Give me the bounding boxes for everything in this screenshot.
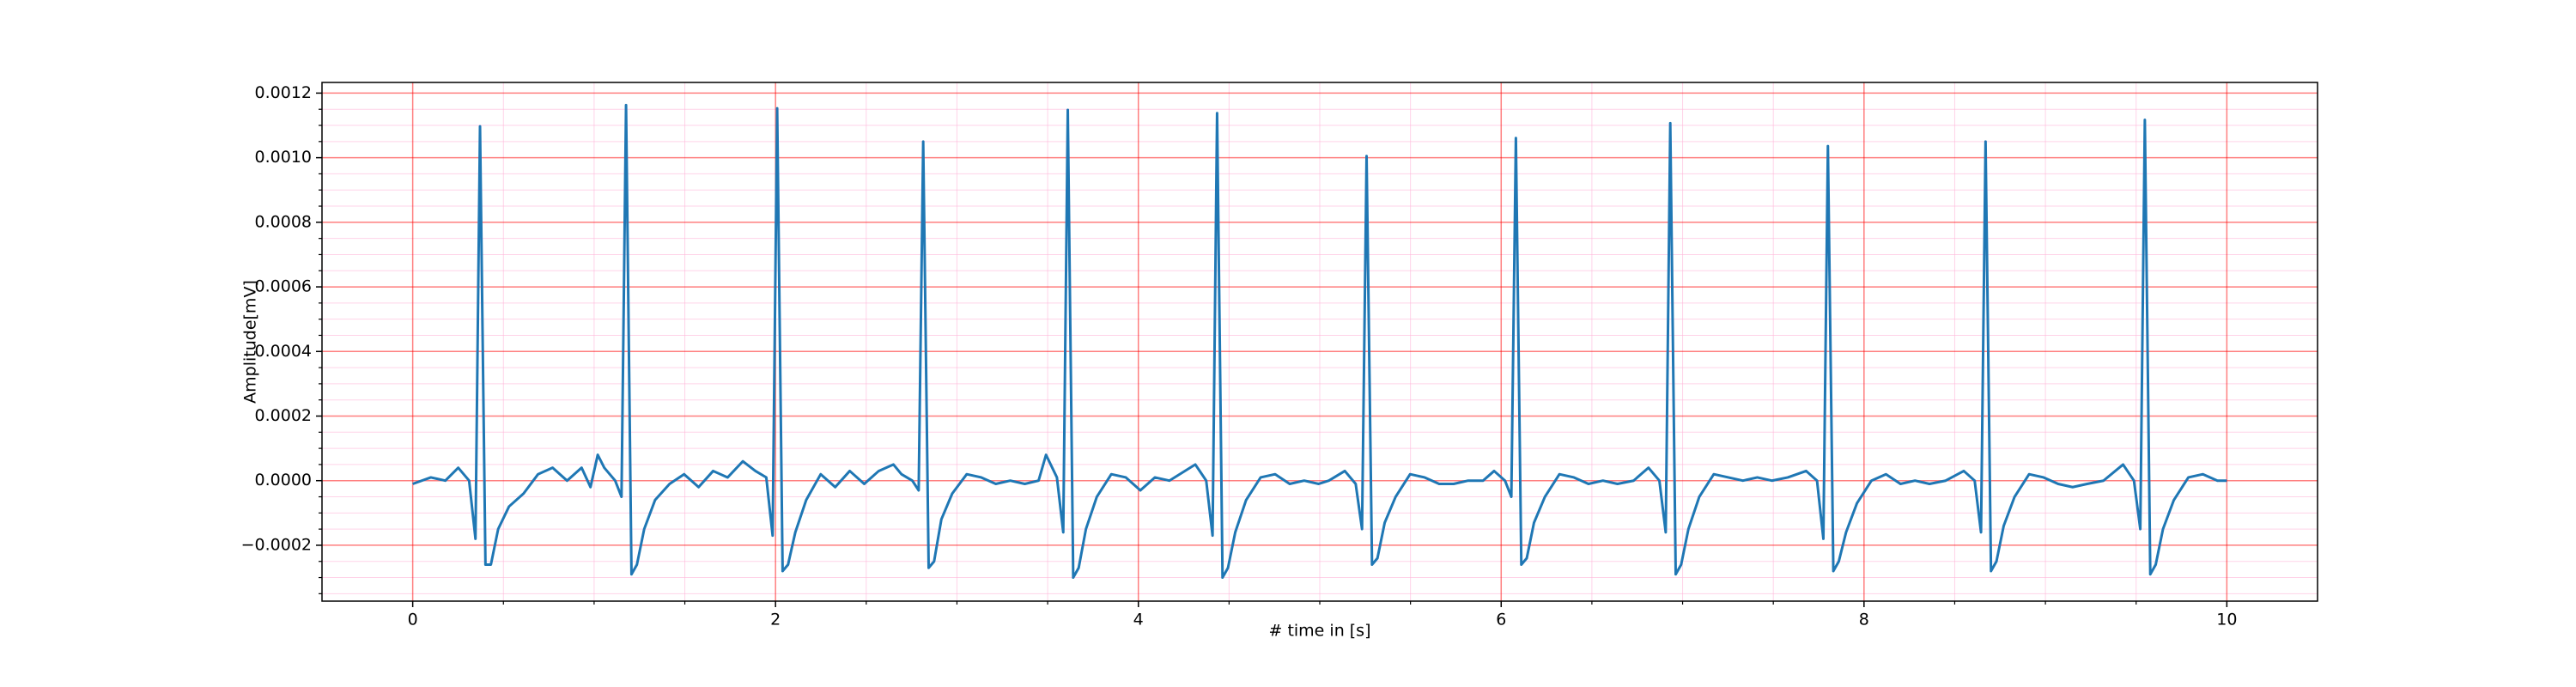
y-tick-label: 0.0004: [255, 342, 312, 361]
x-tick-label: 10: [2216, 611, 2237, 629]
y-tick-label: 0.0008: [255, 212, 312, 231]
y-tick-label: −0.0002: [241, 535, 312, 554]
y-tick-label: 0.0012: [255, 83, 312, 102]
x-tick-label: 6: [1496, 611, 1506, 629]
y-tick-label: 0.0000: [255, 471, 312, 489]
y-tick-label: 0.0006: [255, 277, 312, 296]
x-tick-label: 0: [408, 611, 418, 629]
x-tick-label: 8: [1859, 611, 1869, 629]
y-tick-label: 0.0002: [255, 406, 312, 425]
x-tick-label: 4: [1133, 611, 1144, 629]
y-axis-label: Amplitude[mV]: [241, 280, 260, 404]
x-tick-label: 2: [770, 611, 781, 629]
plot-frame: [321, 82, 2318, 602]
ecg-line: [412, 103, 2227, 580]
y-tick-label: 0.0010: [255, 148, 312, 167]
x-axis-label: # time in [s]: [1268, 622, 1370, 641]
